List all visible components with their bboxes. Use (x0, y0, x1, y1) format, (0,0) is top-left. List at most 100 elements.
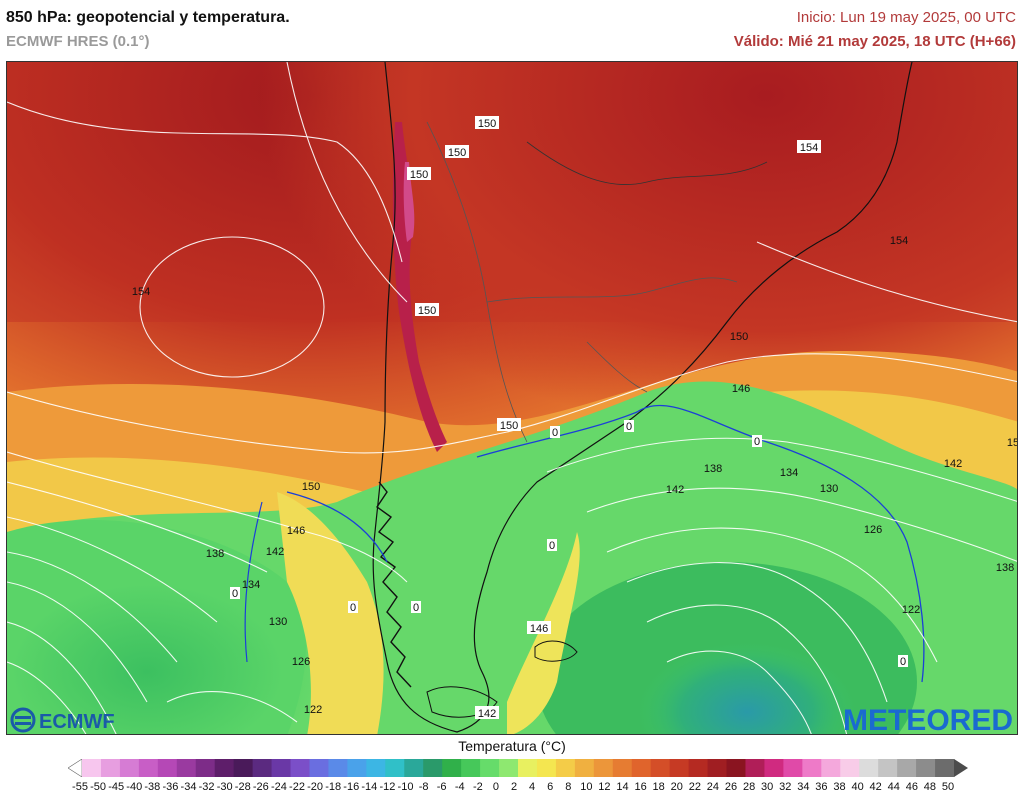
header-right: Inicio: Lun 19 may 2025, 00 UTC Válido: … (734, 8, 1016, 52)
ecmwf-logo-mark (10, 707, 36, 733)
contour-126-e (666, 650, 812, 734)
colorbar-tick-label: 48 (923, 781, 937, 793)
colorbar-swatch (442, 759, 462, 777)
contour-label: 150 (302, 481, 320, 493)
isotherm-zero-west (244, 501, 263, 663)
colorbar-tick-label: -38 (144, 781, 161, 793)
colorbar-tick-label: -30 (216, 781, 233, 793)
colorbar-swatch (271, 759, 292, 777)
contour-label: 15 (1007, 437, 1018, 449)
geopotential-contours (7, 62, 1017, 734)
colorbar-swatch (726, 759, 746, 777)
colorbar-tick-label: 4 (529, 781, 536, 793)
malvinas-islands (534, 640, 578, 662)
colorbar-swatch (328, 759, 348, 777)
contour-label: 130 (820, 483, 838, 495)
contour-122-w (7, 661, 87, 734)
colorbar-tick-label: 8 (565, 781, 572, 793)
contour-label: 150 (500, 420, 518, 432)
colorbar-tick-label: 36 (815, 781, 828, 793)
colorbar-swatch (176, 759, 197, 777)
colorbar-tick-label: 2 (510, 781, 518, 793)
colorbar-tick-label: -32 (198, 781, 215, 793)
colorbar-swatch (669, 759, 690, 777)
colorbar-swatch (916, 759, 936, 777)
contour-label: 142 (266, 546, 284, 558)
colorbar-swatch (878, 759, 898, 777)
valid-time: Válido: Mié 21 may 2025, 18 UTC (H+66) (733, 33, 1016, 50)
colorbar-tick-label: -2 (472, 781, 483, 793)
contour-142-e (586, 487, 1017, 562)
colorbar-swatch (859, 759, 879, 777)
colorbar-swatch (688, 759, 709, 777)
colorbar-swatch (783, 759, 803, 777)
contour-label: 134 (780, 467, 798, 479)
colorbar-tick-label: -18 (325, 781, 342, 793)
colorbar-swatch (555, 759, 576, 777)
colorbar-swatch (536, 759, 557, 777)
colorbar-tick-label: -50 (90, 781, 107, 793)
colorbar-swatch (764, 759, 784, 777)
isotherm-label: 0 (900, 656, 906, 668)
colorbar-tick-label: -40 (126, 781, 143, 793)
contour-label: 150 (448, 147, 466, 159)
colorbar-tick-label: -26 (252, 781, 269, 793)
colorbar-swatch (745, 759, 765, 777)
colorbar-swatch (366, 759, 386, 777)
colorbar-tick-label: 16 (634, 781, 647, 793)
colorbar-arrow-max (954, 759, 968, 777)
colorbar-swatch (499, 759, 519, 777)
isotherm-label: 0 (413, 602, 419, 614)
colorbar-tick-label: 40 (851, 781, 864, 793)
cold-core-blue (637, 642, 857, 734)
colorbar-tick-label: 14 (616, 781, 629, 793)
map-canvas: 150 150 150 154 154 154 150 150 150 146 … (7, 62, 1018, 735)
colorbar-tick-label: -28 (234, 781, 251, 793)
coastline-south-america (372, 62, 913, 733)
isotherm-zero (286, 404, 925, 683)
colorbar-tick-label: 12 (598, 781, 611, 793)
contour-142-w (7, 481, 268, 573)
colorbar-swatch (935, 759, 955, 777)
colorbar-ticks: -55 -50 -45 -40 -38 -36 -34 -32 -30 -28 -26 -24 -22-… (0, 781, 1024, 795)
colorbar-swatch (707, 759, 728, 777)
colorbar-tick-label: -36 (162, 781, 179, 793)
colorbar-tick-label: 30 (761, 781, 774, 793)
colorbar-tick-label: -6 (436, 781, 447, 793)
colorbar-tick-label: 22 (688, 781, 701, 793)
colorbar-swatch (252, 759, 273, 777)
colorbar-swatch (480, 759, 500, 777)
colorbar (68, 759, 968, 777)
contour-label: 154 (890, 235, 908, 247)
contour-label: 142 (666, 484, 684, 496)
colorbar-tick-label: -4 (454, 781, 465, 793)
isotherm-label: 0 (552, 427, 558, 439)
colorbar-tick-label: -45 (108, 781, 125, 793)
colorbar-tick-label: 28 (742, 781, 756, 793)
colorbar-swatch (612, 759, 633, 777)
contour-label: 134 (242, 579, 260, 591)
contour-label: 154 (800, 142, 818, 154)
colorbar-tick-label: 0 (492, 781, 499, 793)
meteored-logo: METEORED (843, 704, 1013, 735)
contour-label: 138 (206, 548, 224, 560)
contour-138-w (7, 516, 218, 623)
colorbar-swatch (404, 759, 424, 777)
contour-label: 122 (304, 704, 322, 716)
colorbar-swatch (233, 759, 254, 777)
colorbar-tick-label: 34 (797, 781, 810, 793)
contour-130-e (646, 604, 848, 734)
colorbar-swatch (802, 759, 822, 777)
isotherm-labels: 0 0 0 0 0 0 0 0 (230, 420, 908, 668)
map-title: 850 hPa: geopotencial y temperatura. (6, 9, 290, 26)
isotherm-label: 0 (350, 602, 356, 614)
contour-label: 146 (530, 623, 548, 635)
contour-label: 138 (996, 562, 1014, 574)
colorbar-swatch (309, 759, 329, 777)
colorbar-swatch (119, 759, 140, 777)
colorbar-tick-label: 26 (724, 781, 738, 793)
colorbar-swatch (347, 759, 367, 777)
border-north-argentina (486, 277, 738, 303)
init-time: Inicio: Lun 19 may 2025, 00 UTC (796, 9, 1016, 26)
colorbar-tick-label: -10 (397, 781, 414, 793)
